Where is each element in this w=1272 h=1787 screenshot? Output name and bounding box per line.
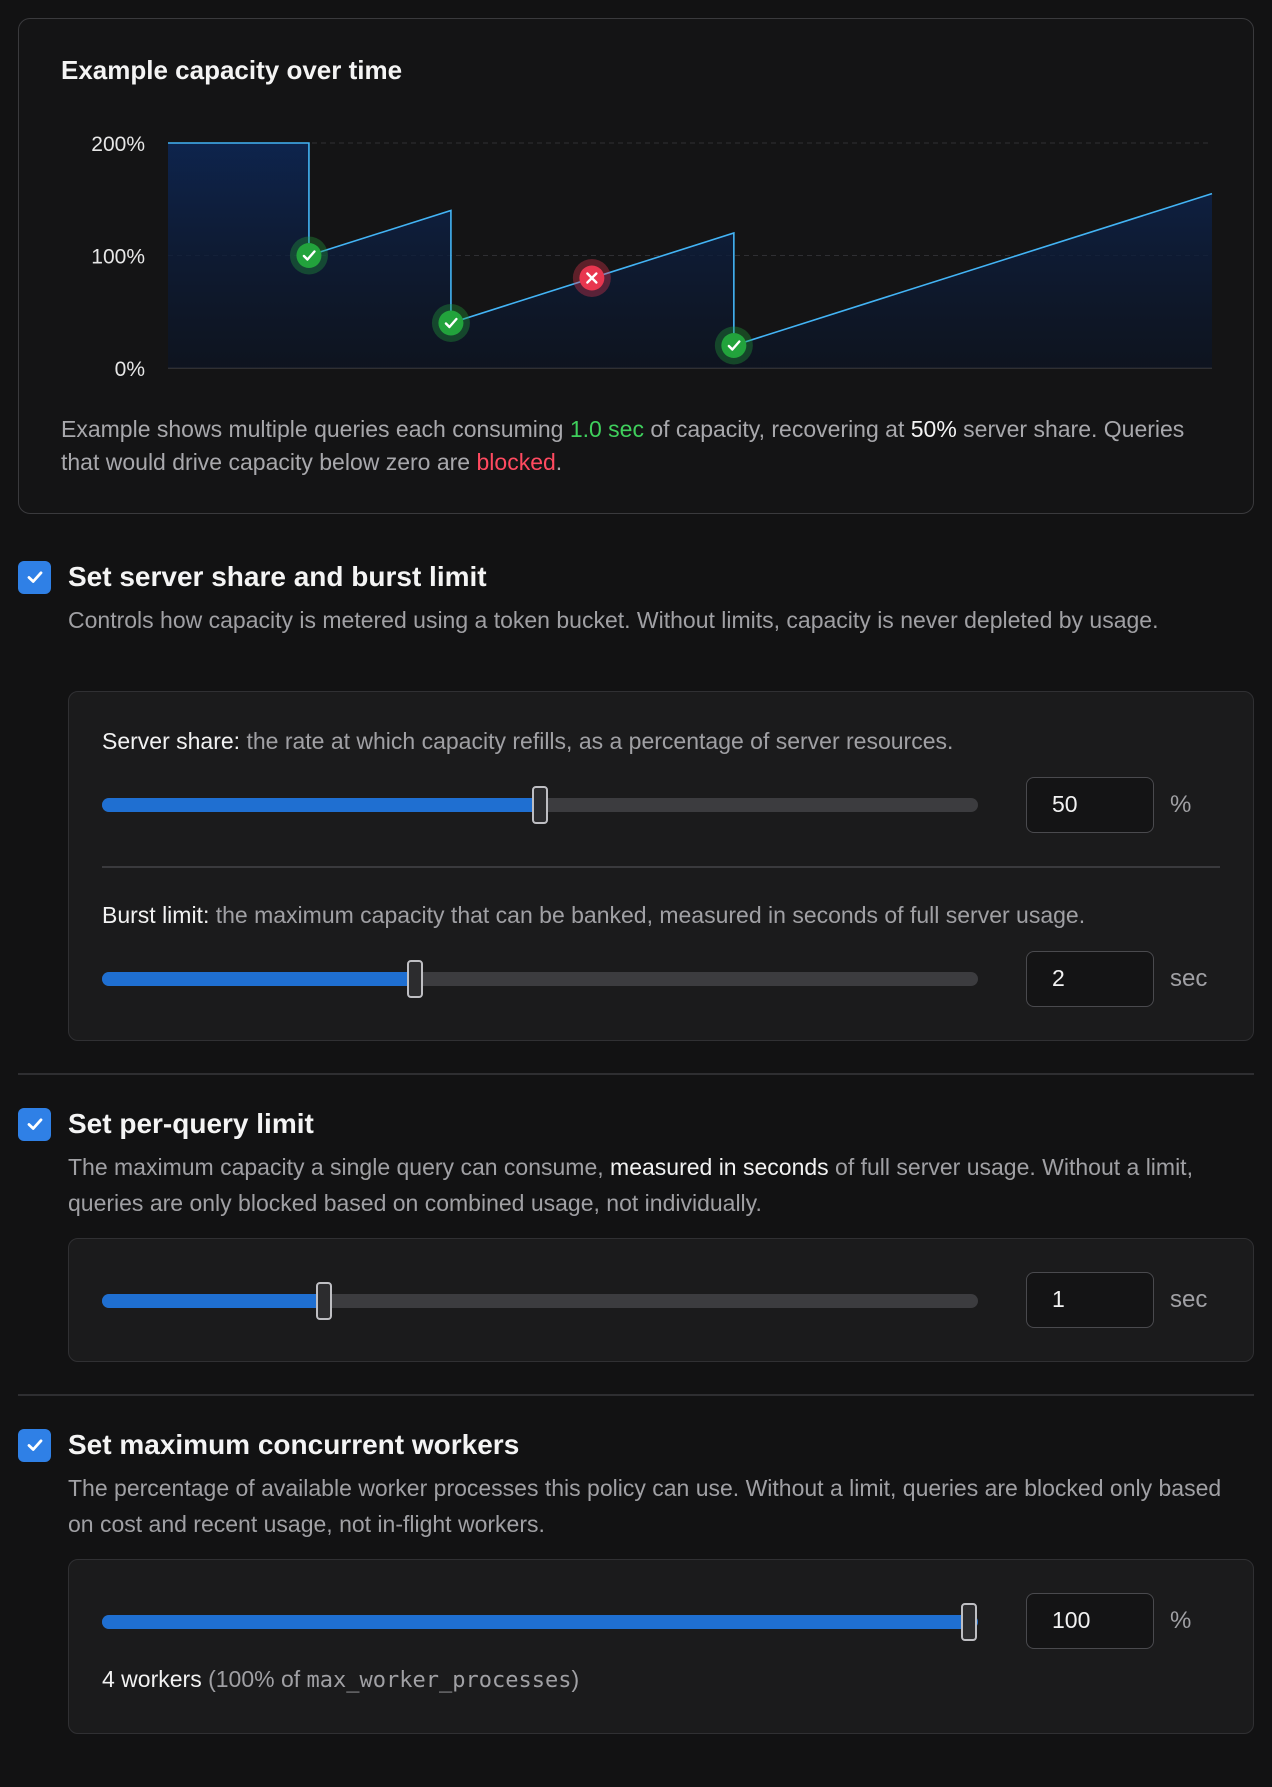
- workers-count: 4 workers: [102, 1666, 202, 1692]
- server-share-slider-fill: [102, 798, 540, 812]
- per-query-checkbox[interactable]: [18, 1107, 51, 1141]
- workers-checkbox[interactable]: [18, 1428, 51, 1462]
- check-icon: [438, 310, 464, 336]
- workers-section: Set maximum concurrent workers The perce…: [18, 1428, 1254, 1734]
- checkmark-icon: [27, 1118, 42, 1130]
- section-divider: [18, 1073, 1254, 1075]
- share-burst-section: Set server share and burst limit Control…: [18, 560, 1254, 1041]
- cost-highlight: 1.0 sec: [569, 416, 644, 442]
- allowed-query-marker: [431, 304, 470, 342]
- workers-input[interactable]: 100: [1026, 1593, 1154, 1649]
- capacity-line: [168, 142, 1213, 347]
- blocked-query-marker: [572, 259, 611, 297]
- workers-unit: %: [1170, 1607, 1192, 1634]
- workers-slider-fill: [102, 1615, 978, 1629]
- server-share-input[interactable]: 50: [1026, 777, 1154, 833]
- share-burst-title: Set server share and burst limit: [68, 561, 487, 592]
- server-share-label: Server share: the rate at which capacity…: [102, 728, 954, 754]
- chart-caption: Example shows multiple queries each cons…: [61, 416, 1185, 475]
- panel-divider: [102, 866, 1220, 868]
- per-query-slider-fill: [102, 1294, 324, 1308]
- blocked-highlight: blocked: [476, 449, 556, 475]
- server-share-unit: %: [1170, 791, 1192, 818]
- workers-slider-thumb[interactable]: [961, 1603, 978, 1641]
- workers-slider[interactable]: [102, 1603, 978, 1641]
- per-query-unit: sec: [1170, 1286, 1208, 1313]
- capacity-area: [168, 143, 1212, 368]
- per-query-section: Set per-query limit The maximum capacity…: [18, 1107, 1254, 1362]
- workers-title: Set maximum concurrent workers: [68, 1429, 520, 1460]
- allowed-query-marker: [289, 236, 328, 275]
- per-query-slider-thumb[interactable]: [315, 1282, 332, 1320]
- cross-glyph: [586, 272, 598, 284]
- per-query-slider[interactable]: [102, 1282, 978, 1320]
- per-query-title: Set per-query limit: [68, 1108, 314, 1139]
- capacity-chart: 0% 100% 200%: [91, 133, 1213, 381]
- per-query-description: The maximum capacity a single query can …: [68, 1154, 1193, 1216]
- check-glyph: [302, 250, 316, 261]
- chart-title: Example capacity over time: [61, 55, 403, 85]
- max-worker-processes-code: max_worker_processes: [306, 1668, 572, 1693]
- share-burst-description: Controls how capacity is metered using a…: [68, 607, 1159, 633]
- burst-limit-slider-thumb[interactable]: [406, 960, 423, 998]
- section-divider: [18, 1394, 1254, 1396]
- check-icon: [296, 243, 322, 268]
- burst-limit-input[interactable]: 2: [1026, 951, 1154, 1007]
- share-burst-panel: Server share: the rate at which capacity…: [68, 691, 1254, 1041]
- check-glyph: [444, 317, 458, 329]
- capacity-chart-card: Example capacity over time 0% 100% 200% Ex…: [18, 18, 1254, 514]
- burst-limit-slider-fill: [102, 972, 415, 986]
- workers-panel: 100 % 4 workers (100% of max_worker_proc…: [68, 1559, 1254, 1734]
- per-query-panel: 1 sec: [68, 1238, 1254, 1362]
- burst-limit-slider[interactable]: [102, 960, 978, 998]
- check-icon: [721, 333, 747, 358]
- workers-description: The percentage of available worker proce…: [68, 1475, 1222, 1537]
- y-tick-label: 0%: [115, 358, 145, 381]
- server-share-slider[interactable]: [102, 786, 978, 824]
- allowed-query-marker: [714, 326, 753, 365]
- share-burst-checkbox[interactable]: [18, 560, 51, 594]
- y-tick-label: 200%: [91, 133, 145, 156]
- server-share-slider-thumb[interactable]: [532, 786, 548, 824]
- share-highlight: 50%: [910, 416, 957, 442]
- seconds-highlight: measured in seconds: [610, 1154, 829, 1180]
- checkmark-icon: [27, 571, 42, 583]
- workers-note: 4 workers (100% of max_worker_processes): [102, 1666, 580, 1693]
- check-glyph: [727, 340, 741, 351]
- checkmark-icon: [27, 1439, 42, 1451]
- burst-limit-label: Burst limit: the maximum capacity that c…: [102, 902, 1086, 928]
- y-tick-label: 100%: [91, 246, 145, 269]
- per-query-input[interactable]: 1: [1026, 1272, 1154, 1328]
- burst-limit-unit: sec: [1170, 965, 1208, 992]
